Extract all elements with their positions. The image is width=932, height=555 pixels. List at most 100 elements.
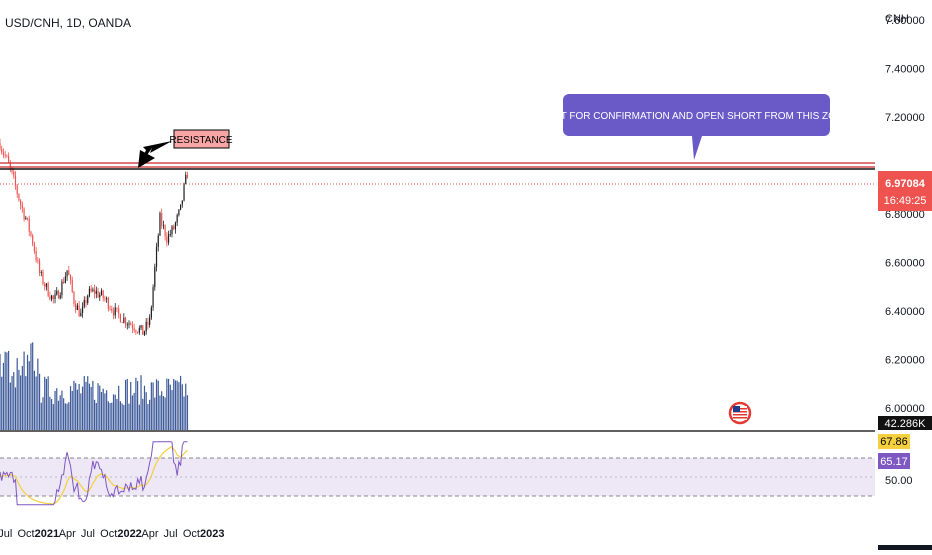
candle <box>80 308 82 317</box>
volume-bar <box>178 382 180 430</box>
candle <box>56 287 58 296</box>
candle <box>11 167 13 175</box>
volume-bar <box>69 386 72 430</box>
candle <box>97 287 99 298</box>
volume-bar <box>181 384 183 430</box>
volume-bar <box>76 389 78 430</box>
time-tick: Jul <box>0 528 12 540</box>
price-tick: 7.40000 <box>885 63 925 75</box>
volume-bar <box>159 395 161 430</box>
candle <box>137 331 139 334</box>
volume-bar <box>38 373 41 430</box>
volume-bar <box>143 385 146 430</box>
price-tick: 6.80000 <box>885 209 925 221</box>
volume-bar <box>32 342 34 430</box>
volume-bar <box>59 395 61 430</box>
candle <box>40 270 42 277</box>
candle <box>140 324 142 331</box>
volume-bar <box>124 379 127 430</box>
volume-bar <box>126 378 128 430</box>
candle <box>123 313 125 324</box>
candle <box>102 289 104 302</box>
candle <box>162 220 164 230</box>
candle <box>94 284 96 299</box>
volume-bar <box>137 381 139 430</box>
volume-bar <box>100 392 103 430</box>
candle <box>171 225 173 238</box>
volume-tag <box>878 416 932 430</box>
time-tick: Jul <box>81 528 95 540</box>
price-axis[interactable]: CNH 7.60000 7.40000 7.20000 6.80000 6.60000 6… <box>885 13 925 415</box>
last-price: 6.97084 <box>885 178 926 190</box>
candle <box>121 321 123 324</box>
candle <box>57 289 60 299</box>
candle <box>152 284 154 311</box>
candle <box>181 200 183 208</box>
volume-bar <box>111 402 113 430</box>
volume-bar <box>44 376 46 430</box>
candle <box>185 171 187 185</box>
candle <box>112 307 115 320</box>
candles <box>0 138 189 336</box>
volume-bar <box>138 404 140 430</box>
rsi-tag <box>878 453 910 469</box>
resistance-label: RESISTANCE <box>169 135 232 146</box>
us-flag-icon[interactable] <box>728 401 752 425</box>
volume-bar <box>94 399 96 430</box>
candle <box>23 207 25 222</box>
candle <box>174 221 177 234</box>
candle <box>64 272 66 284</box>
currency-label: CNH <box>885 13 909 25</box>
candle <box>155 242 158 272</box>
candle <box>45 282 48 291</box>
candle <box>119 313 121 323</box>
candle <box>71 276 73 294</box>
volume-bar <box>9 382 11 430</box>
time-axis[interactable]: AprJulOct2021AprJulOct2022AprJulOct2023 <box>0 528 224 540</box>
volume-bar <box>42 397 44 430</box>
candle <box>49 291 51 301</box>
volume-bar <box>68 402 70 430</box>
candle <box>99 292 101 302</box>
candle <box>128 320 130 329</box>
arrow-icon <box>138 141 172 168</box>
volume-bar <box>173 378 175 430</box>
volume-bar <box>71 390 73 430</box>
volume-bar <box>169 384 171 430</box>
candle <box>138 325 140 335</box>
candle <box>159 211 161 237</box>
volume-bar <box>21 365 23 430</box>
candle <box>183 182 185 202</box>
candle <box>42 269 44 286</box>
candle <box>14 171 17 190</box>
volume-last-value: 42.286K <box>885 418 927 430</box>
candle <box>166 232 168 247</box>
rsi-line <box>0 441 188 506</box>
candle <box>69 274 72 285</box>
volume-bar <box>102 388 104 430</box>
candle <box>161 208 163 229</box>
volume-bar <box>149 399 151 430</box>
candle <box>154 263 156 291</box>
volume-bar <box>78 383 80 430</box>
candle <box>157 233 159 252</box>
resistance-label-box[interactable] <box>173 129 230 149</box>
candle <box>68 265 70 276</box>
candle <box>59 292 61 300</box>
volume-bar <box>23 351 25 430</box>
volume-bar <box>161 391 163 430</box>
candle <box>26 217 29 221</box>
volume-bar <box>140 375 142 430</box>
candle <box>124 316 127 328</box>
volume-bar <box>112 394 115 430</box>
volume-bar <box>90 386 92 430</box>
volume-bar <box>11 376 13 430</box>
callout-box[interactable] <box>563 94 830 136</box>
candle <box>83 296 85 309</box>
volume-bar <box>95 403 97 430</box>
candle <box>147 317 149 330</box>
volume-bar <box>14 387 17 430</box>
volume-bar <box>4 351 6 430</box>
